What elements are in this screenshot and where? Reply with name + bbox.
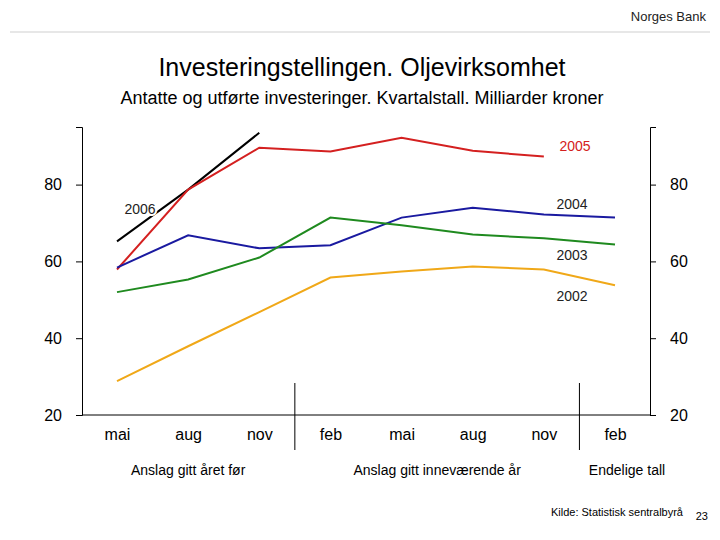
y-tick: 20 (650, 407, 688, 424)
y-tick-mark (76, 185, 82, 186)
series-label: 2003 (556, 247, 587, 263)
header: Norges Bank (631, 9, 707, 24)
y-tick-mark (76, 338, 82, 339)
y-tick-label: 80 (44, 176, 62, 193)
series-line (117, 266, 615, 381)
y-tick: 20 (44, 407, 82, 424)
page-number: 23 (696, 510, 708, 522)
x-axis-line (82, 415, 650, 416)
y-tick-label: 20 (670, 407, 688, 424)
y-tick-mark (650, 261, 656, 262)
group-label: Anslag gitt året før (131, 462, 246, 478)
y-tick: 60 (650, 253, 688, 270)
series-label: 2006 (124, 201, 155, 217)
y-axis-line (651, 128, 657, 416)
x-tick-label: feb (604, 426, 626, 443)
group-separator (579, 383, 580, 450)
x-tick-label: nov (531, 426, 557, 443)
plot-area (117, 133, 615, 381)
y-tick-mark (650, 415, 656, 416)
x-tick-label: mai (389, 426, 415, 443)
y-tick: 60 (44, 253, 82, 270)
y-tick-label: 20 (44, 407, 62, 424)
x-tick-label: nov (247, 426, 273, 443)
x-tick-label: aug (460, 426, 487, 443)
y-axis-right: 20 40 60 80 (650, 128, 688, 424)
header-rule (10, 32, 710, 33)
y-tick: 40 (650, 330, 688, 347)
y-tick: 40 (44, 330, 82, 347)
y-tick-mark (76, 261, 82, 262)
series-line (117, 133, 259, 242)
y-tick: 80 (44, 176, 82, 193)
y-tick-label: 40 (670, 330, 688, 347)
x-tick-label: mai (105, 426, 131, 443)
series-label: 2004 (556, 196, 587, 212)
x-axis: mai aug nov feb mai aug nov feb (82, 415, 650, 443)
x-tick: feb (320, 415, 342, 443)
y-tick-label: 40 (44, 330, 62, 347)
x-tick: mai (105, 415, 131, 443)
x-tick: mai (389, 415, 415, 443)
title: Investeringstellingen. Oljevirksomhet (158, 53, 565, 81)
series-line (117, 138, 544, 270)
x-tick-label: feb (320, 426, 342, 443)
y-tick-mark (76, 415, 82, 416)
chart: Norges Bank Investeringstellingen. Oljevi… (0, 0, 720, 540)
group-separator (294, 383, 295, 450)
series-label: 2002 (556, 288, 587, 304)
series-label: 2005 (559, 138, 590, 154)
x-tick: aug (175, 415, 202, 443)
x-tick: nov (531, 415, 557, 443)
source: Kilde: Statistisk sentralbyrå (551, 506, 684, 518)
subtitle: Antatte og utførte investeringer. Kvarta… (120, 88, 603, 108)
x-tick: nov (247, 415, 273, 443)
y-tick-mark (650, 185, 656, 186)
y-tick-label: 60 (44, 253, 62, 270)
y-tick: 80 (650, 176, 688, 193)
y-tick-mark (650, 338, 656, 339)
x-tick: feb (604, 415, 626, 443)
series-line (117, 218, 615, 292)
y-tick-label: 80 (670, 176, 688, 193)
x-tick: aug (460, 415, 487, 443)
y-axis-line (76, 128, 83, 416)
y-tick-label: 60 (670, 253, 688, 270)
x-tick-label: aug (175, 426, 202, 443)
group-label: Anslag gitt inneværende år (353, 462, 521, 478)
group-label: Endelige tall (589, 462, 665, 478)
y-axis-left: 20 40 60 80 (44, 128, 82, 424)
